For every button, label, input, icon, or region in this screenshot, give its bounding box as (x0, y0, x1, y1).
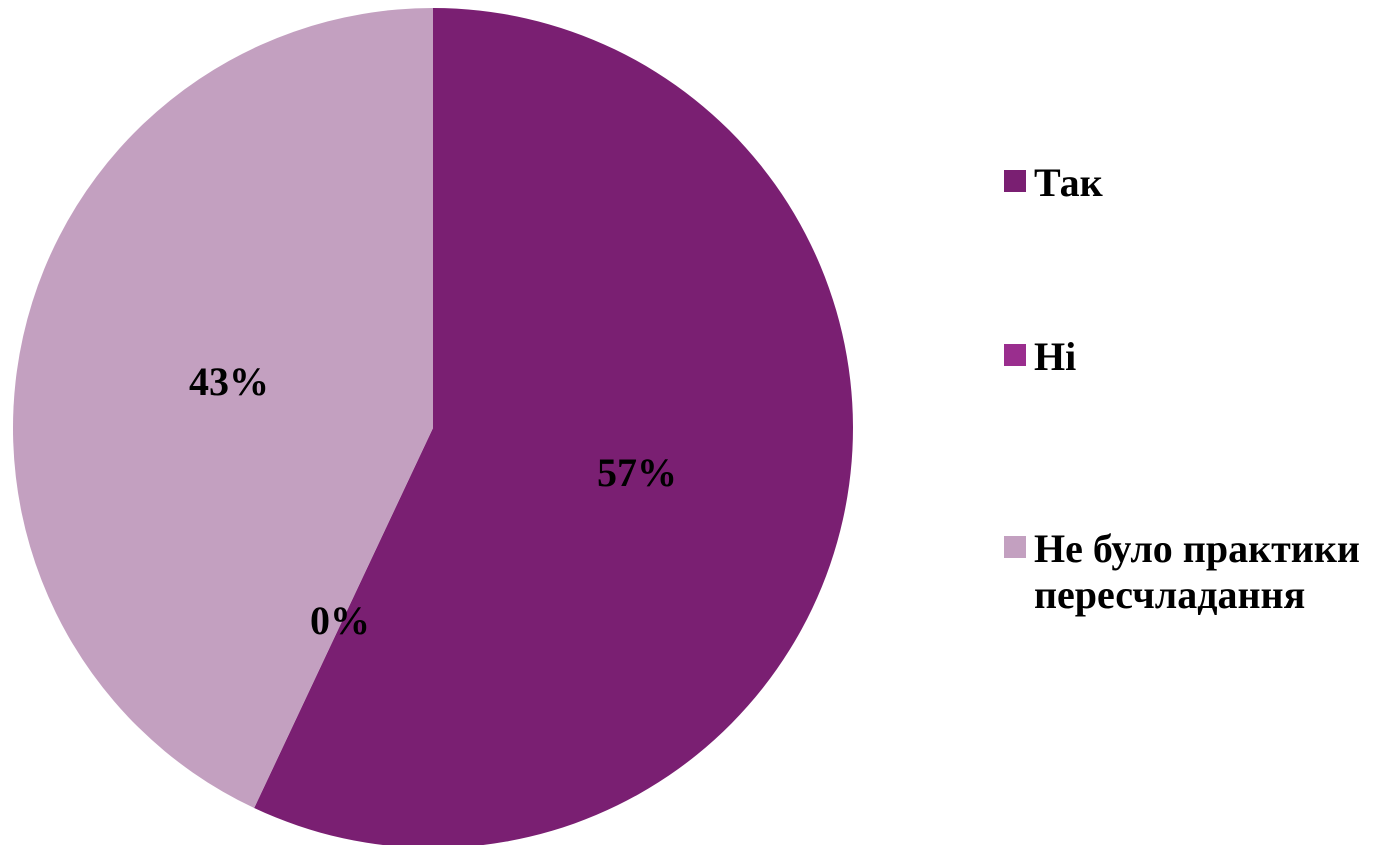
legend-swatch-ni (1004, 344, 1026, 366)
pie-slice-no-practice (12, 7, 433, 809)
legend-label-no-practice: Не було практики пересчладання (1034, 526, 1360, 617)
legend-item-tak: Так (1004, 160, 1384, 206)
pie-slice-tak (254, 8, 853, 845)
legend-item-ni: Ні (1004, 334, 1384, 380)
legend-item-no-practice: Не було практики пересчладання (1004, 526, 1384, 618)
legend-label-tak: Так (1034, 160, 1103, 205)
data-label-tak: 57% (597, 450, 677, 495)
data-label-ni: 0% (310, 598, 370, 643)
legend-label-ni: Ні (1034, 334, 1077, 379)
data-label-no-practice: 43% (189, 359, 269, 404)
legend-swatch-tak (1004, 170, 1026, 192)
pie-data-labels: 57% 0% 43% (189, 359, 677, 643)
pie-slices (12, 7, 853, 845)
legend-swatch-no-practice (1004, 536, 1026, 558)
